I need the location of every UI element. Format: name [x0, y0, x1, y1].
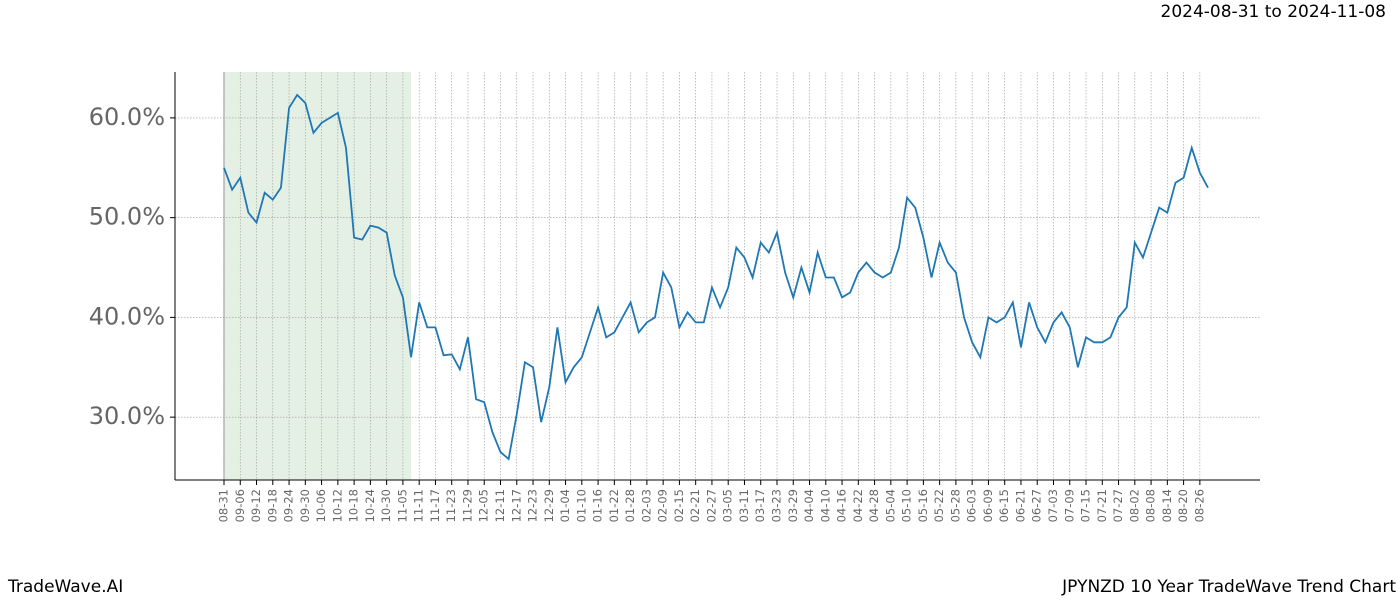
- x-tick-label: 05-28: [948, 489, 962, 522]
- x-tick-label: 01-28: [623, 489, 637, 522]
- x-tick-label: 10-24: [363, 489, 377, 522]
- x-tick-label: 01-16: [591, 489, 605, 522]
- x-tick-label: 10-30: [379, 489, 393, 522]
- series-line: [223, 93, 1209, 461]
- brand: TradeWave.AI: [7, 577, 123, 597]
- x-tick-label: 02-15: [672, 489, 686, 522]
- x-tick-label: 03-11: [737, 489, 751, 522]
- x-tick-label: 12-23: [526, 489, 540, 522]
- x-tick-label: 02-27: [704, 489, 718, 522]
- x-tick-label: 08-20: [1176, 489, 1190, 522]
- y-tick-label: 60.0%: [89, 103, 165, 131]
- x-tick-label: 04-04: [802, 489, 816, 522]
- x-tick-label: 03-05: [721, 489, 735, 522]
- highlight-region: [224, 72, 412, 480]
- x-tick-label: 04-10: [818, 489, 832, 522]
- x-tick-label: 03-17: [753, 489, 767, 522]
- x-tick-label: 06-09: [981, 489, 995, 522]
- x-tick-label: 07-09: [1062, 489, 1076, 522]
- x-tick-label: 10-06: [314, 489, 328, 522]
- x-tick-label: 06-15: [997, 489, 1011, 522]
- x-tick-label: 02-21: [688, 489, 702, 522]
- x-tick-label: 05-10: [900, 489, 914, 522]
- x-tick-label: 08-02: [1127, 489, 1141, 522]
- x-tick-label: 03-29: [786, 489, 800, 522]
- y-tick-label: 50.0%: [89, 203, 165, 231]
- x-tick-label: 10-18: [347, 489, 361, 522]
- x-tick-label: 11-29: [460, 489, 474, 522]
- x-tick-label: 04-16: [835, 489, 849, 522]
- x-tick-label: 09-24: [282, 489, 296, 522]
- x-tick-label: 11-11: [412, 489, 426, 522]
- x-tick-label: 07-27: [1111, 489, 1125, 522]
- x-tick-label: 06-27: [1030, 489, 1044, 522]
- x-tick-label: 05-04: [883, 489, 897, 522]
- x-tick-label: 11-23: [444, 489, 458, 522]
- x-tick-label: 02-09: [656, 489, 670, 522]
- x-tick-label: 06-21: [1013, 489, 1027, 522]
- x-tick-label: 02-03: [639, 489, 653, 522]
- y-tick-label: 40.0%: [89, 302, 165, 330]
- x-tick-label: 07-21: [1095, 489, 1109, 522]
- x-tick-label: 09-18: [265, 489, 279, 522]
- x-tick-label: 06-03: [965, 489, 979, 522]
- x-tick-label: 08-31: [217, 489, 231, 522]
- date-range: 2024-08-31 to 2024-11-08: [1161, 2, 1386, 22]
- x-tick-label: 05-22: [932, 489, 946, 522]
- x-tick-label: 08-26: [1192, 489, 1206, 522]
- x-tick-label: 12-29: [542, 489, 556, 522]
- x-tick-label: 09-12: [249, 489, 263, 522]
- x-tick-label: 11-05: [395, 489, 409, 522]
- y-tick-label: 30.0%: [89, 402, 165, 430]
- x-tick-label: 09-06: [233, 489, 247, 522]
- x-tick-label: 08-14: [1160, 489, 1174, 522]
- x-tick-label: 04-28: [867, 489, 881, 522]
- x-tick-label: 09-30: [298, 489, 312, 522]
- x-tick-label: 01-10: [574, 489, 588, 522]
- x-tick-label: 03-23: [769, 489, 783, 522]
- caption: JPYNZD 10 Year TradeWave Trend Chart: [1061, 577, 1396, 597]
- x-tick-label: 07-15: [1079, 489, 1093, 522]
- x-tick-label: 07-03: [1046, 489, 1060, 522]
- x-tick-label: 05-16: [916, 489, 930, 522]
- x-tick-label: 12-11: [493, 489, 507, 522]
- x-tick-label: 12-17: [509, 489, 523, 522]
- x-tick-label: 08-08: [1144, 489, 1158, 522]
- x-tick-label: 10-12: [330, 489, 344, 522]
- x-tick-label: 12-05: [477, 489, 491, 522]
- x-tick-label: 04-22: [851, 489, 865, 522]
- x-tick-label: 01-22: [607, 489, 621, 522]
- x-tick-label: 11-17: [428, 489, 442, 522]
- x-tick-label: 01-04: [558, 489, 572, 522]
